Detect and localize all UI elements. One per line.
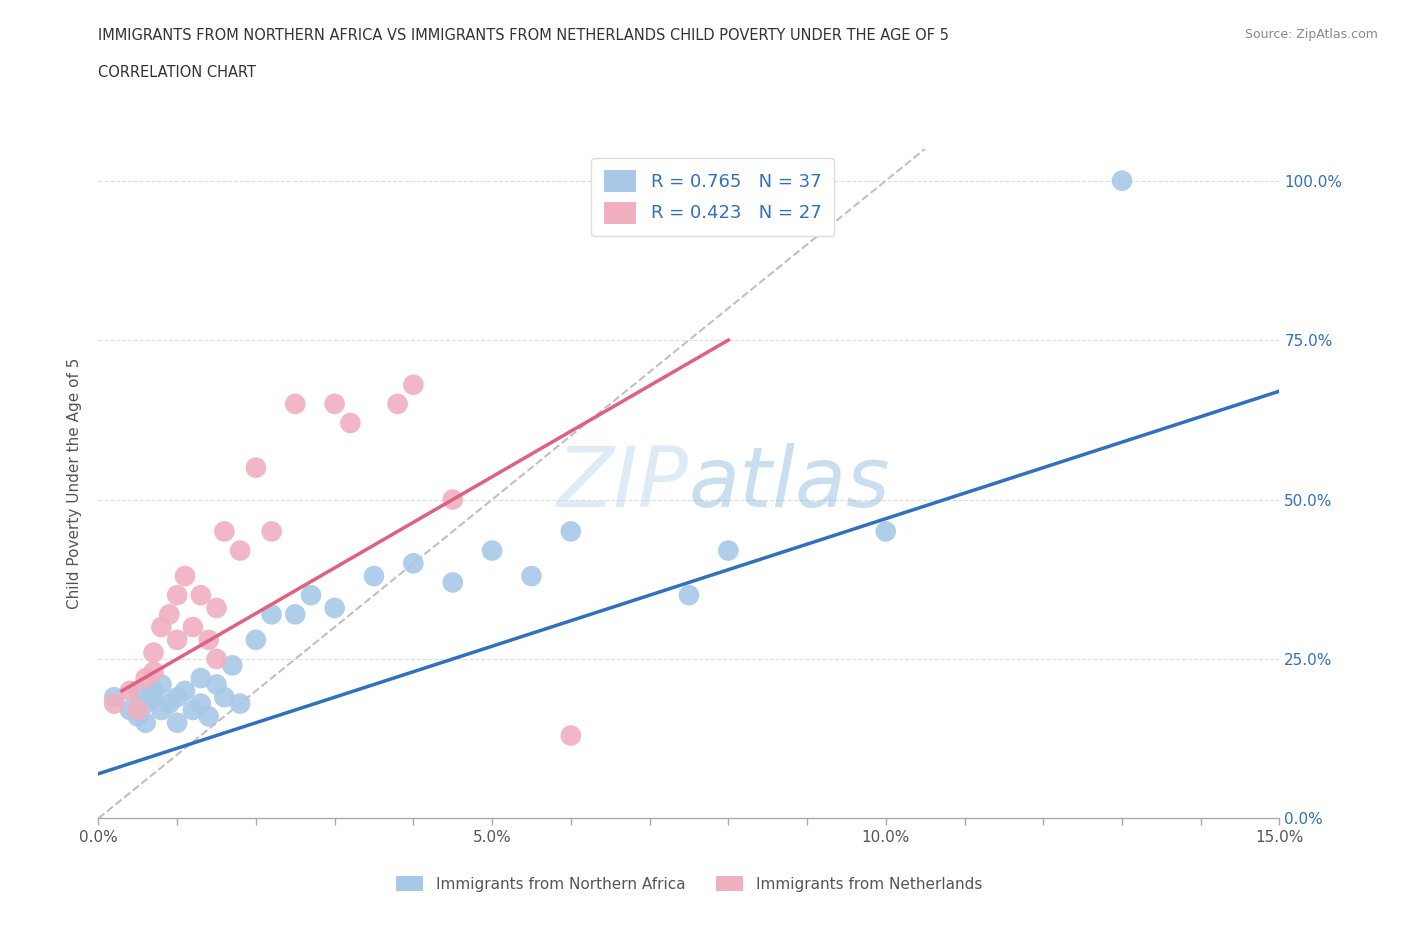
Text: atlas: atlas — [689, 443, 890, 525]
Point — [387, 396, 409, 411]
Point — [299, 588, 322, 603]
Point — [875, 524, 897, 538]
Point — [157, 607, 180, 622]
Point — [150, 619, 173, 634]
Point — [150, 702, 173, 717]
Point — [1111, 173, 1133, 188]
Point — [481, 543, 503, 558]
Point — [142, 690, 165, 705]
Point — [205, 601, 228, 616]
Point — [323, 601, 346, 616]
Point — [323, 396, 346, 411]
Point — [260, 524, 283, 538]
Point — [135, 715, 157, 730]
Point — [221, 658, 243, 672]
Point — [118, 684, 141, 698]
Text: CORRELATION CHART: CORRELATION CHART — [98, 65, 256, 80]
Point — [118, 702, 141, 717]
Point — [190, 588, 212, 603]
Point — [441, 575, 464, 590]
Point — [260, 607, 283, 622]
Point — [135, 671, 157, 685]
Point — [197, 709, 219, 724]
Point — [174, 684, 197, 698]
Point — [402, 556, 425, 571]
Point — [142, 664, 165, 679]
Point — [157, 697, 180, 711]
Point — [197, 632, 219, 647]
Point — [127, 702, 149, 717]
Point — [520, 568, 543, 583]
Point — [560, 728, 582, 743]
Point — [245, 460, 267, 475]
Legend: Immigrants from Northern Africa, Immigrants from Netherlands: Immigrants from Northern Africa, Immigra… — [389, 870, 988, 897]
Point — [214, 524, 236, 538]
Point — [205, 677, 228, 692]
Point — [245, 632, 267, 647]
Point — [103, 690, 125, 705]
Point — [190, 697, 212, 711]
Point — [166, 588, 188, 603]
Point — [284, 607, 307, 622]
Point — [229, 543, 252, 558]
Point — [402, 378, 425, 392]
Point — [441, 492, 464, 507]
Text: ZIP: ZIP — [557, 443, 689, 525]
Point — [142, 684, 165, 698]
Point — [181, 619, 204, 634]
Point — [190, 671, 212, 685]
Point — [127, 709, 149, 724]
Point — [166, 690, 188, 705]
Point — [135, 697, 157, 711]
Point — [166, 632, 188, 647]
Point — [678, 588, 700, 603]
Point — [181, 702, 204, 717]
Point — [717, 543, 740, 558]
Point — [150, 677, 173, 692]
Point — [103, 697, 125, 711]
Text: IMMIGRANTS FROM NORTHERN AFRICA VS IMMIGRANTS FROM NETHERLANDS CHILD POVERTY UND: IMMIGRANTS FROM NORTHERN AFRICA VS IMMIG… — [98, 28, 949, 43]
Point — [142, 645, 165, 660]
Point — [205, 652, 228, 667]
Text: Source: ZipAtlas.com: Source: ZipAtlas.com — [1244, 28, 1378, 41]
Point — [339, 416, 361, 431]
Point — [214, 690, 236, 705]
Point — [363, 568, 385, 583]
Point — [284, 396, 307, 411]
Point — [560, 524, 582, 538]
Point — [174, 568, 197, 583]
Point — [127, 684, 149, 698]
Y-axis label: Child Poverty Under the Age of 5: Child Poverty Under the Age of 5 — [67, 358, 83, 609]
Point — [166, 715, 188, 730]
Point — [229, 697, 252, 711]
